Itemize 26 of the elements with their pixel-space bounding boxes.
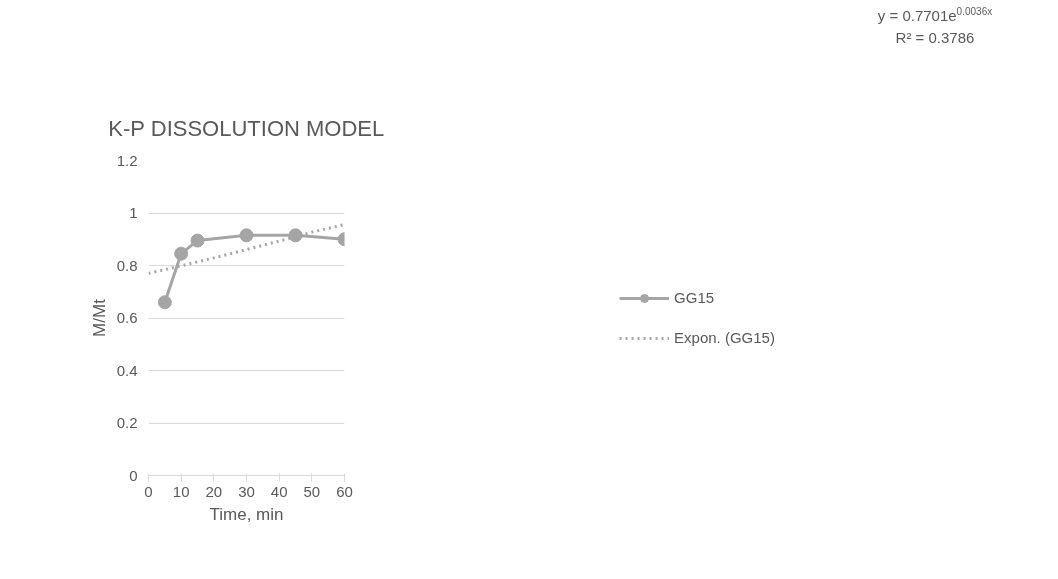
y-axis-title: M/Mt bbox=[89, 298, 109, 337]
chart-title: K-P DISSOLUTION MODEL bbox=[108, 115, 385, 141]
y-tick-label: 1.2 bbox=[116, 151, 138, 169]
x-tick-label: 60 bbox=[336, 482, 353, 500]
x-tick-label: 10 bbox=[172, 482, 190, 500]
y-tick-label: 0.8 bbox=[116, 256, 138, 274]
point bbox=[288, 228, 303, 243]
y-tick-label: 0.2 bbox=[116, 414, 138, 431]
y-tick-label: 0.6 bbox=[116, 309, 138, 326]
point bbox=[239, 228, 254, 243]
x-tick-label: 40 bbox=[270, 482, 288, 500]
x-tick-label: 20 bbox=[205, 482, 223, 500]
text: R² = 0.3786 bbox=[894, 27, 976, 48]
x-tick-label: 30 bbox=[238, 482, 255, 500]
point bbox=[174, 246, 189, 261]
x-axis-title: Time, min bbox=[209, 504, 284, 524]
text: y = 0.7701e$^{0.0036x}$ bbox=[877, 5, 993, 26]
point bbox=[157, 295, 172, 310]
x-tick-label: 50 bbox=[303, 482, 321, 500]
point bbox=[190, 233, 205, 248]
y-tick-label: 1 bbox=[129, 204, 138, 221]
y-tick-label: 0 bbox=[129, 466, 138, 484]
legend-label: GG15 bbox=[674, 289, 715, 306]
x-tick-label: 0 bbox=[144, 482, 153, 500]
y-tick-label: 0.4 bbox=[116, 361, 138, 379]
legend-label: Expon. (GG15) bbox=[674, 329, 775, 346]
